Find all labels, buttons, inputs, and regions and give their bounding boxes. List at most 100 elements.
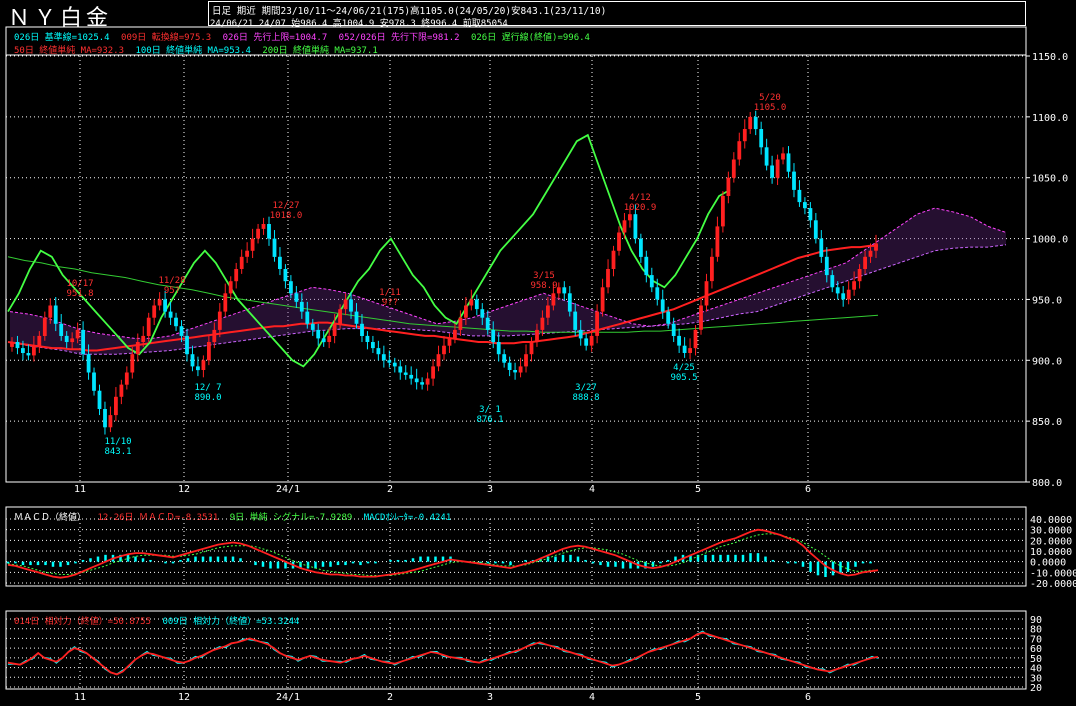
- month-label-bottom: 5: [695, 692, 701, 703]
- candle-body: [185, 335, 189, 355]
- candle-body: [447, 338, 452, 346]
- macd-tick-label: -20.0000: [1030, 579, 1076, 590]
- rsi-tick-label: 90: [1030, 615, 1042, 626]
- annotation-date: 3/ 1: [479, 405, 501, 415]
- rsi-legend-14: 014日 相対力（終値）=50.8755: [14, 617, 152, 627]
- candle-body: [299, 301, 304, 312]
- candle-body: [830, 275, 835, 288]
- candle-body: [86, 354, 91, 373]
- price-tick-label: 1050.0: [1032, 174, 1068, 185]
- annotation-date: 11/28: [158, 276, 185, 286]
- candle-body: [201, 360, 206, 370]
- macd-legend-signal: 9日 単純 シグナル=-7.9289: [229, 513, 353, 523]
- candle-body: [403, 372, 408, 375]
- header-period-line: 日足 期近 期間23/10/11～24/06/21(175)高1105.0(24…: [212, 6, 607, 17]
- header-ohlc-line: 24/06/21 24/07 始986.4 高1004.9 安978.3 終99…: [210, 19, 508, 29]
- annotation-value: 876.1: [476, 415, 503, 425]
- rsi-frame: [5, 610, 1027, 690]
- candle-body: [64, 335, 69, 342]
- annotation-date: 1/11: [379, 288, 401, 298]
- candle-body: [666, 311, 671, 324]
- main-frame: [5, 26, 1027, 483]
- candle-body: [217, 311, 222, 330]
- candle-body: [693, 329, 698, 349]
- candle-body: [721, 196, 725, 227]
- candle-body: [250, 238, 255, 251]
- candle-body: [573, 311, 578, 330]
- candle-body: [272, 238, 277, 257]
- candle-body: [332, 323, 337, 336]
- month-label: 11: [74, 484, 86, 495]
- candle-body: [321, 338, 326, 343]
- ma-legend: 50日 終値単純 MA=932.3 100日 終値単純 MA=953.4 200…: [14, 43, 384, 56]
- annotation-date: 11/10: [104, 437, 131, 447]
- candle-body: [589, 335, 594, 346]
- candle-body: [289, 281, 293, 294]
- price-tick-label: 800.0: [1032, 478, 1062, 489]
- candle-body: [338, 309, 342, 324]
- chikou-line: [7, 133, 731, 368]
- candle-body: [360, 323, 364, 336]
- candle-body: [595, 311, 599, 336]
- candle-body: [42, 317, 47, 336]
- candle-body: [682, 345, 687, 353]
- month-label-bottom: 6: [805, 692, 811, 703]
- candle-body: [431, 366, 435, 379]
- candle-body: [584, 338, 589, 346]
- rsi-tick-label: 40: [1030, 664, 1042, 675]
- candle-body: [371, 342, 375, 349]
- candle-body: [245, 250, 249, 257]
- candle-body: [797, 189, 802, 203]
- candle-body: [365, 335, 370, 342]
- candle-body: [464, 305, 468, 318]
- rsi-tick-label: 70: [1030, 634, 1042, 645]
- candle-body: [770, 165, 774, 178]
- month-label: 6: [805, 484, 811, 495]
- legend-ma200: 200日 終値単純 MA=937.1: [262, 46, 378, 56]
- candle-body: [803, 202, 807, 209]
- candle-body: [786, 153, 791, 172]
- candle-body: [491, 329, 496, 343]
- candle-body: [349, 299, 353, 312]
- macd-line: [7, 528, 879, 579]
- candle-body: [737, 141, 742, 160]
- candle-body: [513, 370, 517, 373]
- candle-body: [874, 243, 878, 251]
- price-tick-label: 1000.0: [1032, 235, 1068, 246]
- candle-body: [622, 220, 627, 233]
- candle-body: [92, 372, 96, 391]
- candle-body: [556, 287, 561, 294]
- candle-body: [130, 354, 135, 373]
- candle-body: [59, 323, 64, 336]
- candle-body: [283, 269, 288, 282]
- candle-body: [114, 396, 118, 416]
- macd-tick-label: 10.0000: [1030, 547, 1072, 558]
- candle-body: [354, 311, 359, 324]
- candle-body: [420, 382, 424, 385]
- candle-body: [540, 317, 545, 330]
- candle-body: [742, 129, 747, 142]
- month-label: 3: [487, 484, 493, 495]
- candle-body: [168, 311, 173, 318]
- candle-body: [611, 250, 616, 269]
- candle-body: [223, 293, 228, 312]
- legend-senkou-a: 026日 先行上限=1004.7: [222, 33, 328, 43]
- candle-body: [409, 374, 414, 379]
- candle-body: [671, 323, 676, 336]
- candle-body: [70, 338, 75, 343]
- annotation-date: 3/15: [533, 271, 555, 281]
- macd-tick-label: 20.0000: [1030, 536, 1072, 547]
- candle-body: [808, 208, 813, 221]
- candle-body: [819, 238, 824, 257]
- candle-body: [53, 305, 58, 324]
- candle-body: [239, 256, 244, 269]
- month-label: 12: [178, 484, 190, 495]
- candle-body: [469, 299, 474, 306]
- candle-body: [256, 228, 260, 239]
- candle-body: [660, 299, 665, 312]
- annotation-value: 95?: [164, 286, 180, 296]
- candle-body: [507, 362, 512, 370]
- candle-body: [267, 224, 271, 239]
- macd-legend: ＭＡＣＤ（終値） 12-26日 ＭＡＣＤ=-8.3531 9日 単純 シグナル=…: [14, 510, 457, 523]
